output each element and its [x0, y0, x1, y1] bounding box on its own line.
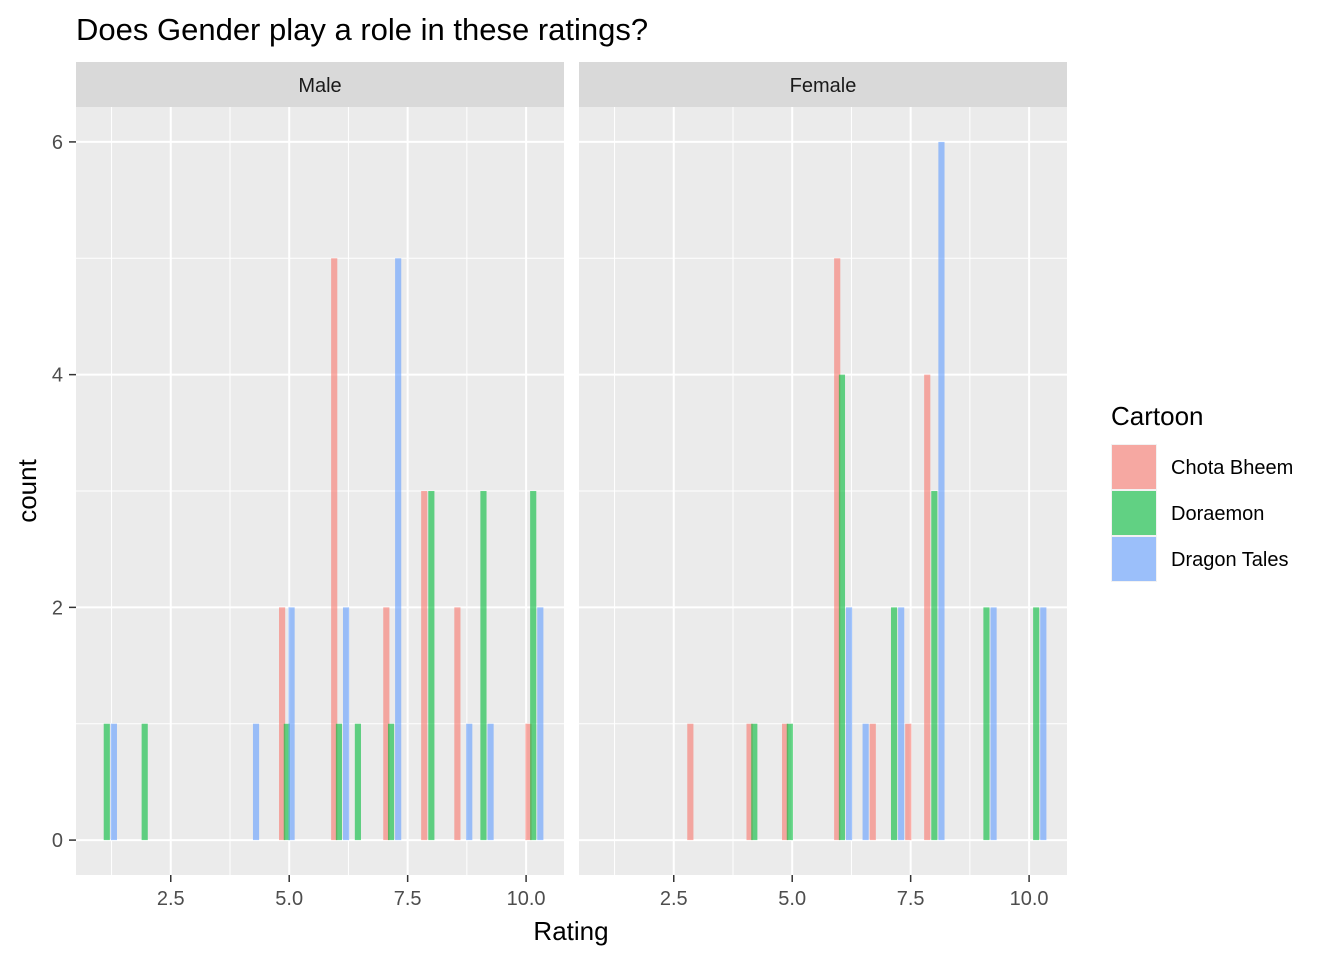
bar: [931, 491, 938, 841]
facet-strip: [579, 62, 1067, 107]
y-axis-title: count: [12, 458, 42, 522]
bar: [288, 607, 295, 841]
y-tick-label: 6: [52, 132, 63, 154]
bar: [428, 491, 435, 841]
bar: [890, 607, 898, 841]
y-axis: 0 2 4 6: [52, 132, 76, 852]
y-tick-label: 0: [52, 830, 63, 852]
bar: [331, 258, 338, 841]
bar: [342, 607, 350, 841]
facet-strip: [76, 62, 564, 107]
bar: [395, 258, 402, 841]
panel-female: Female 2.5 5.0 7.5 10.0: [579, 62, 1067, 910]
x-tick-label: 5.0: [275, 888, 303, 910]
panel-male: Male 2.5 5.0 7.5 10.0: [76, 62, 564, 910]
bar: [454, 607, 461, 841]
series-dragon-tales: [845, 141, 1047, 841]
bar: [838, 374, 846, 841]
series-doraemon: [103, 491, 537, 841]
bar: [834, 258, 841, 841]
series-chota-bheem: [279, 258, 532, 841]
bar: [898, 607, 905, 841]
legend-key-swatch: [1112, 445, 1156, 489]
legend-title: Cartoon: [1111, 401, 1204, 431]
y-tick-label: 4: [52, 365, 63, 387]
bar: [530, 491, 537, 841]
bar: [466, 723, 473, 841]
bar: [782, 723, 789, 841]
bar: [110, 723, 117, 841]
bar: [387, 723, 395, 841]
series-doraemon: [751, 374, 1040, 841]
x-axis-title: Rating: [533, 916, 608, 946]
facet-panels: Male 2.5 5.0 7.5 10.0 Female 2.5 5.0 7.5 10.0: [76, 62, 1067, 910]
chart-title: Does Gender play a role in these ratings…: [76, 12, 648, 47]
x-tick-label: 2.5: [157, 888, 185, 910]
legend-item-label: Dragon Tales: [1171, 549, 1288, 571]
bar: [990, 607, 997, 841]
facet-strip-label: Male: [298, 75, 341, 97]
bar: [746, 723, 753, 841]
legend-key-swatch: [1112, 537, 1156, 581]
bar: [335, 723, 343, 841]
bar: [905, 723, 912, 841]
bar: [983, 607, 990, 841]
bar: [751, 723, 758, 841]
x-tick-label: 2.5: [660, 888, 688, 910]
bar: [487, 723, 494, 841]
bar: [537, 607, 544, 841]
series-chota-bheem: [687, 258, 931, 841]
bar: [845, 607, 853, 841]
bar: [480, 491, 487, 841]
x-tick-label: 7.5: [394, 888, 422, 910]
y-tick-label: 2: [52, 597, 63, 619]
bar: [869, 723, 876, 841]
bar: [383, 607, 390, 841]
bar: [687, 723, 694, 841]
legend-item-label: Chota Bheem: [1171, 457, 1293, 479]
bar: [786, 723, 793, 841]
bar: [1033, 607, 1040, 841]
x-tick-label: 10.0: [507, 888, 546, 910]
bar: [525, 723, 532, 841]
legend: Cartoon Chota Bheem Doraemon Dragon Tales: [1111, 401, 1293, 582]
bar: [283, 723, 290, 841]
bar: [938, 141, 945, 841]
legend-item-label: Doraemon: [1171, 503, 1264, 525]
bar: [421, 491, 428, 841]
x-tick-label: 10.0: [1010, 888, 1049, 910]
bar: [1040, 607, 1047, 841]
bar: [252, 723, 260, 841]
bar: [141, 723, 148, 841]
bar: [354, 723, 361, 841]
series-dragon-tales: [110, 258, 544, 841]
x-tick-label: 7.5: [897, 888, 925, 910]
bar: [279, 607, 286, 841]
bar: [924, 374, 931, 841]
facet-strip-label: Female: [790, 75, 857, 97]
x-tick-label: 5.0: [778, 888, 806, 910]
bar: [103, 723, 110, 841]
bar: [862, 723, 869, 841]
legend-key-swatch: [1112, 491, 1156, 535]
